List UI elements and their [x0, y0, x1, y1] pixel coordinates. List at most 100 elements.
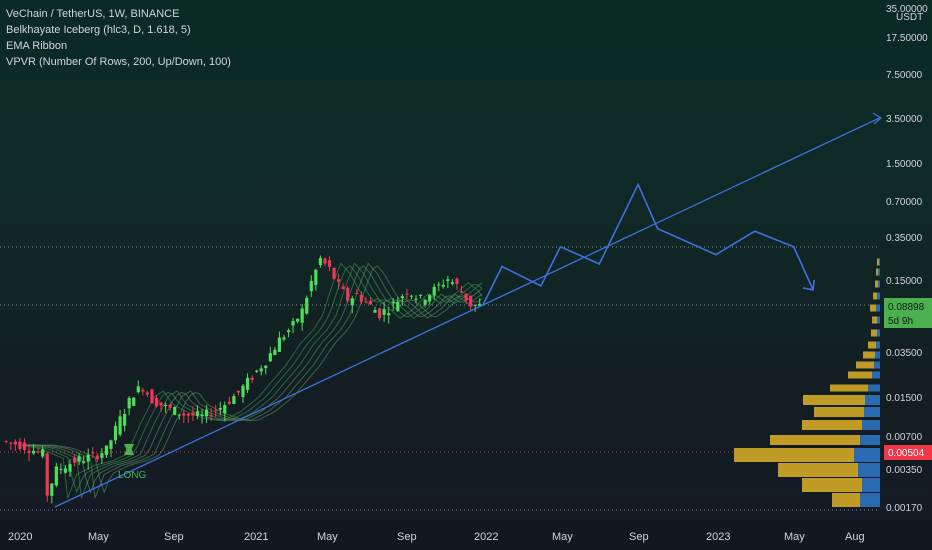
trendline	[54, 117, 880, 508]
candle-body	[428, 294, 432, 302]
candle-body	[82, 461, 86, 463]
candle-body	[141, 389, 145, 392]
vpvr-bar-down	[863, 351, 875, 359]
ema-ribbon-band-4	[22, 262, 483, 499]
candle-body	[437, 284, 441, 286]
vpvr-bar-down	[734, 448, 854, 462]
price-axis-tick: 17.50000	[886, 33, 928, 44]
candle-body	[95, 455, 99, 460]
candle-body	[264, 365, 268, 369]
vpvr-bar-down	[778, 463, 858, 477]
vpvr-bar-down	[856, 361, 874, 369]
candle-body	[423, 299, 427, 305]
vpvr-bar-up	[878, 268, 880, 276]
candle-body	[478, 303, 482, 307]
price-axis-tick: 1.50000	[886, 159, 923, 170]
vpvr-bar-up	[876, 304, 880, 312]
candle-body	[318, 257, 322, 266]
vpvr-bar-up	[865, 395, 880, 405]
candle-body	[332, 267, 336, 279]
candle-body	[132, 397, 136, 406]
price-axis-tick: 7.50000	[886, 70, 923, 81]
time-axis-bg	[0, 520, 932, 550]
price-axis-tick: 0.01500	[886, 393, 923, 404]
candle-body	[273, 349, 277, 355]
candle-body	[450, 282, 455, 284]
candle-body	[204, 409, 209, 417]
candle-body	[91, 452, 95, 454]
candle-body	[214, 410, 218, 412]
candle-body	[282, 337, 286, 340]
candle-body	[86, 454, 90, 462]
candle-body	[123, 414, 127, 426]
time-axis-tick: 2020	[8, 531, 32, 543]
candle-body	[100, 453, 104, 458]
candle-body	[396, 301, 400, 312]
time-axis-tick: Sep	[629, 531, 649, 543]
vpvr-bar-up	[858, 463, 880, 477]
vpvr-bar-up	[860, 493, 880, 507]
time-axis-tick: 2022	[474, 531, 498, 543]
current-price-tag	[884, 298, 932, 328]
ema-ribbon-band-0	[22, 262, 483, 499]
legend-indicator-ema-ribbon[interactable]: EMA Ribbon	[6, 40, 68, 52]
candle-body	[136, 386, 140, 393]
projection-path	[481, 182, 814, 307]
candle-body	[291, 320, 295, 326]
chart-legend: VeChain / TetherUS, 1W, BINANCE Belkhaya…	[6, 6, 231, 70]
vpvr-bar-down	[832, 493, 860, 507]
candle-body	[113, 425, 118, 441]
candle-body	[464, 293, 468, 301]
vpvr-bar-up	[877, 292, 880, 300]
candle-body	[59, 468, 63, 470]
ema-ribbon-band-1	[22, 265, 483, 494]
candle-body	[455, 278, 459, 284]
candle-body	[414, 298, 418, 300]
current-price-value: 0.08898	[888, 302, 925, 313]
candle-body	[296, 318, 300, 322]
candle-body	[41, 449, 45, 457]
price-axis-tick: 0.00700	[886, 432, 923, 443]
candle-body	[164, 404, 168, 406]
candle-body	[268, 353, 272, 362]
candle-body	[177, 414, 181, 416]
vpvr-bar-up	[862, 420, 880, 430]
legend-symbol[interactable]: VeChain / TetherUS, 1W, BINANCE	[6, 8, 180, 20]
candle-body	[127, 397, 131, 409]
vpvr-bar-up	[876, 341, 880, 349]
long-marker-up-icon	[124, 443, 134, 455]
vpvr-bar-up	[860, 435, 880, 445]
vpvr-bar-up	[874, 361, 880, 369]
time-axis-tick: 2023	[706, 531, 730, 543]
candle-body	[209, 415, 213, 417]
candle-body	[473, 304, 477, 306]
candle-body	[45, 453, 49, 496]
legend-indicator-vpvr[interactable]: VPVR (Number Of Rows, 200, Up/Down, 100)	[6, 56, 231, 68]
candle-body	[186, 413, 190, 416]
vpvr-bar-up	[878, 280, 880, 288]
vpvr-bar-down	[848, 371, 872, 379]
candle-body	[68, 464, 72, 472]
time-axis-tick: 2021	[244, 531, 268, 543]
candle-body	[377, 308, 382, 319]
marked-price-value: 0.00504	[888, 448, 925, 459]
candle-body	[469, 295, 473, 307]
vpvr-bar-up	[877, 316, 880, 324]
candle-body	[305, 297, 309, 314]
price-axis-tick: 35.00000	[886, 4, 928, 15]
price-axis-currency: USDT	[896, 12, 923, 23]
candle-body	[13, 441, 17, 445]
time-axis-tick: May	[317, 531, 338, 543]
long-annotation: LONG	[118, 470, 147, 481]
vpvr-bar-down	[868, 341, 876, 349]
candle-body	[441, 284, 445, 287]
candle-body	[400, 296, 404, 299]
candle-body	[418, 294, 423, 296]
vpvr-bar-up	[877, 329, 880, 337]
legend-indicator-iceberg[interactable]: Belkhayate Iceberg (hlc3, D, 1.618, 5)	[6, 24, 191, 36]
time-axis-tick: Sep	[397, 531, 417, 543]
candle-body	[77, 456, 81, 462]
candle-body	[405, 293, 409, 295]
candle-body	[36, 451, 40, 453]
